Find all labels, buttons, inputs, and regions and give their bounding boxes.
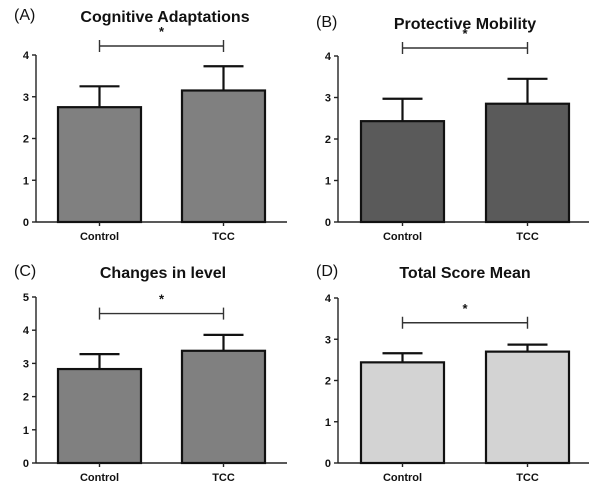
x-tick-label: Control bbox=[80, 231, 119, 243]
panel-a: (A) Cognitive Adaptations 0 1 2 3 4 Control TCC * bbox=[14, 7, 287, 243]
x-tick-label: TCC bbox=[212, 231, 235, 243]
y-tick-label: 4 bbox=[325, 293, 332, 305]
y-tick-label: 4 bbox=[23, 50, 30, 62]
y-tick-label: 2 bbox=[23, 134, 29, 146]
y-tick-label: 3 bbox=[325, 93, 331, 105]
y-tick-label: 0 bbox=[325, 458, 331, 470]
y-tick-label: 3 bbox=[325, 334, 331, 346]
x-tick-label: Control bbox=[80, 472, 119, 484]
y-tick-label: 5 bbox=[23, 292, 29, 304]
significance-marker: * bbox=[462, 301, 468, 316]
y-tick-label: 3 bbox=[23, 92, 29, 104]
panel-label: (B) bbox=[316, 14, 337, 31]
x-tick-label: Control bbox=[383, 231, 422, 243]
bar-control bbox=[56, 367, 143, 465]
y-tick-label: 1 bbox=[23, 175, 29, 187]
x-tick-label: Control bbox=[383, 472, 422, 484]
chart-title: Changes in level bbox=[100, 265, 226, 282]
y-tick-label: 0 bbox=[23, 458, 29, 470]
chart-title: Total Score Mean bbox=[399, 265, 530, 282]
y-tick-label: 3 bbox=[23, 358, 29, 370]
panel-c: (C) Changes in level 0 1 2 3 4 5 Control TCC * bbox=[14, 263, 287, 484]
bar-tcc bbox=[180, 89, 267, 224]
y-tick-label: 1 bbox=[325, 176, 331, 188]
bar-control bbox=[56, 106, 143, 224]
bar-tcc bbox=[180, 349, 267, 465]
x-tick-label: TCC bbox=[212, 472, 235, 484]
panel-label: (C) bbox=[14, 263, 36, 280]
bar-control bbox=[359, 120, 446, 224]
y-tick-label: 2 bbox=[23, 392, 29, 404]
panel-label: (D) bbox=[316, 263, 338, 280]
x-tick-label: TCC bbox=[516, 472, 539, 484]
chart-title: Protective Mobility bbox=[394, 16, 536, 33]
bar-tcc bbox=[484, 102, 571, 224]
y-tick-label: 4 bbox=[325, 51, 332, 63]
y-tick-label: 0 bbox=[325, 217, 331, 229]
panel-label: (A) bbox=[14, 7, 35, 24]
y-tick-label: 1 bbox=[325, 417, 331, 429]
y-tick-label: 2 bbox=[325, 134, 331, 146]
y-tick-label: 0 bbox=[23, 217, 29, 229]
y-tick-label: 1 bbox=[23, 425, 29, 437]
bar-tcc bbox=[484, 350, 571, 465]
x-tick-label: TCC bbox=[516, 231, 539, 243]
chart-title: Cognitive Adaptations bbox=[80, 9, 249, 26]
panel-b: (B) Protective Mobility 0 1 2 3 4 Control TCC * bbox=[316, 14, 589, 243]
significance-marker: * bbox=[159, 24, 165, 39]
significance-marker: * bbox=[462, 26, 468, 41]
y-tick-label: 4 bbox=[23, 325, 30, 337]
y-tick-label: 2 bbox=[325, 376, 331, 388]
bar-control bbox=[359, 361, 446, 465]
panel-d: (D) Total Score Mean 0 1 2 3 4 Control TCC * bbox=[316, 263, 589, 484]
significance-marker: * bbox=[159, 292, 165, 307]
